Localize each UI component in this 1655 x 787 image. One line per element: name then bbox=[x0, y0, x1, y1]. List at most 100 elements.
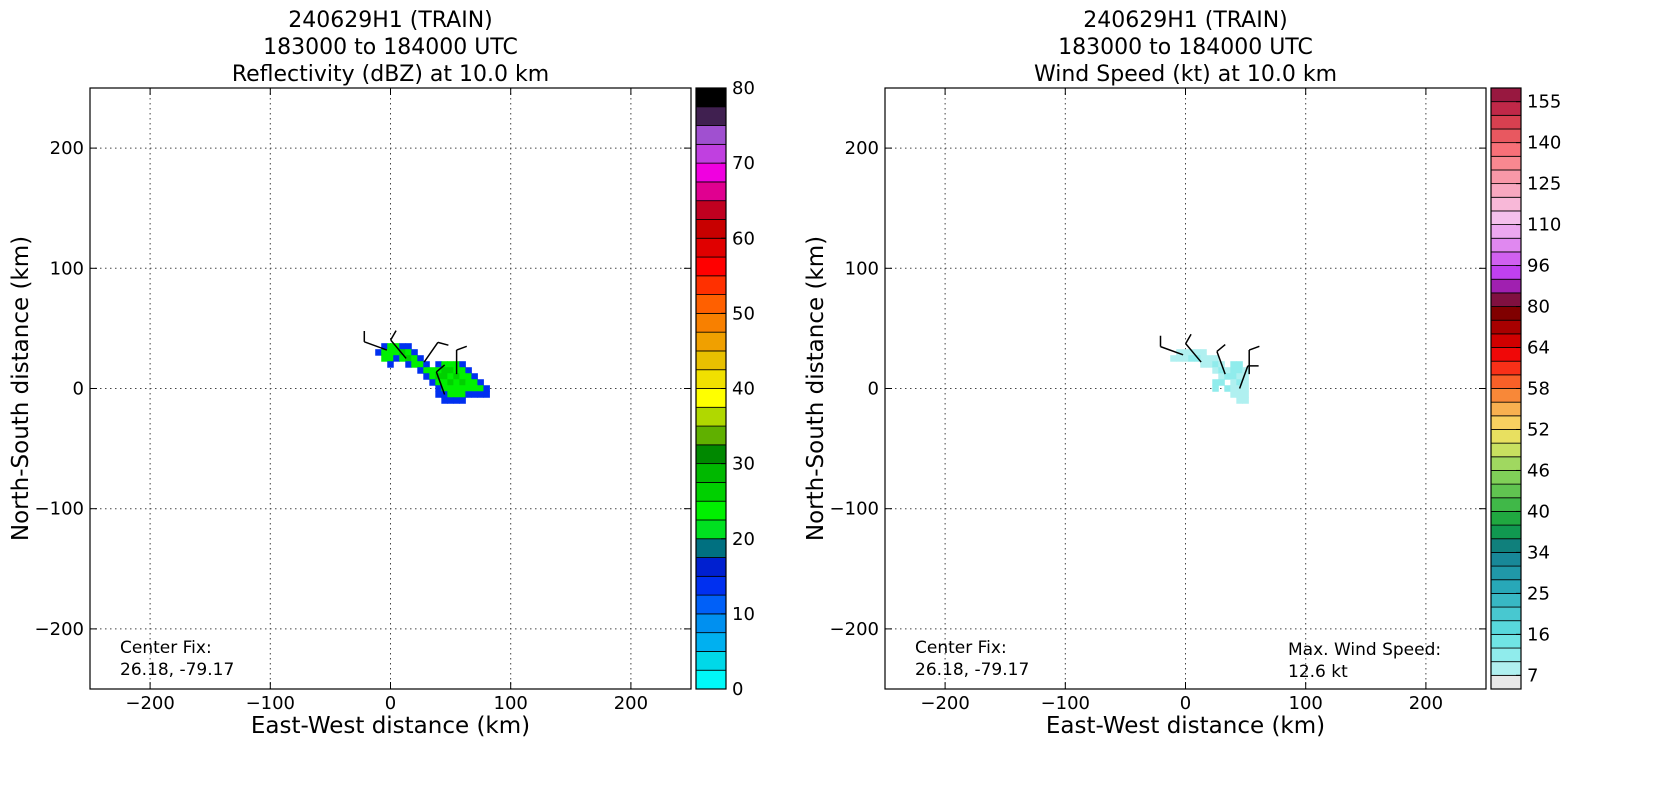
colorbar-box bbox=[695, 500, 727, 521]
echo-cell bbox=[435, 361, 442, 368]
wind-barb bbox=[1185, 333, 1202, 363]
annotation: Max. Wind Speed: bbox=[1288, 640, 1441, 660]
echo-cell bbox=[453, 385, 460, 392]
y-axis-label: North-South distance (km) bbox=[803, 236, 829, 541]
echo-cell bbox=[1236, 361, 1243, 368]
colorbar-box bbox=[1490, 401, 1522, 417]
echo-cell bbox=[381, 343, 388, 350]
colorbar-box bbox=[1490, 388, 1522, 403]
colorbar-tick-label: 10 bbox=[732, 604, 755, 625]
echo-cell bbox=[471, 379, 478, 386]
echo-cell bbox=[1242, 391, 1249, 398]
echo-cell bbox=[1200, 349, 1207, 356]
x-tick-label: −200 bbox=[920, 693, 969, 714]
echo-cell bbox=[441, 361, 448, 368]
echo-cell bbox=[459, 361, 466, 368]
colorbar-box bbox=[1490, 456, 1522, 471]
echo-cell bbox=[483, 385, 490, 392]
colorbar-tick-label: 34 bbox=[1527, 542, 1550, 563]
echo-cell bbox=[441, 397, 448, 404]
colorbar-tick-label: 20 bbox=[732, 529, 755, 550]
colorbar-tick-label: 64 bbox=[1527, 338, 1550, 359]
echo-cell bbox=[1236, 367, 1243, 374]
colorbar-tick-label: 30 bbox=[732, 454, 755, 475]
colorbar-tick-label: 60 bbox=[732, 228, 755, 249]
colorbar-box bbox=[1490, 237, 1522, 253]
colorbar-box bbox=[695, 425, 727, 446]
colorbar-box bbox=[695, 125, 727, 145]
wind-barb bbox=[1159, 335, 1184, 356]
colorbar-box bbox=[695, 350, 727, 371]
colorbar-box bbox=[695, 275, 727, 295]
echo-cell bbox=[1188, 355, 1195, 362]
echo-cell bbox=[393, 355, 400, 362]
colorbar-box bbox=[695, 557, 727, 577]
wind-barb bbox=[435, 364, 446, 395]
x-tick-label: −100 bbox=[246, 693, 295, 714]
echo-cell bbox=[1242, 397, 1249, 404]
colorbar-box bbox=[1490, 538, 1522, 553]
echo-cell bbox=[1236, 373, 1243, 380]
colorbar-box bbox=[695, 181, 727, 202]
echo-cell bbox=[477, 379, 484, 386]
colorbar-tick-label: 52 bbox=[1527, 419, 1550, 440]
echo-cell bbox=[447, 391, 454, 398]
echo-cell bbox=[441, 385, 448, 392]
chart-title: 240629H1 (TRAIN) bbox=[1083, 8, 1288, 33]
echo-cell bbox=[453, 391, 460, 398]
echo-cell bbox=[1236, 391, 1243, 398]
annotation: 12.6 kt bbox=[1288, 662, 1348, 682]
echo-cell bbox=[1212, 385, 1219, 392]
colorbar-tick-label: 7 bbox=[1527, 665, 1538, 686]
annotation: 26.18, -79.17 bbox=[120, 660, 234, 680]
wind-barb bbox=[1248, 345, 1260, 375]
colorbar-box bbox=[695, 519, 727, 540]
x-tick-label: 200 bbox=[1409, 693, 1443, 714]
echo-cell bbox=[459, 397, 466, 404]
echo-cell bbox=[471, 373, 478, 380]
annotation: Center Fix: bbox=[915, 638, 1007, 658]
echo-cell bbox=[1212, 367, 1219, 374]
echo-cell bbox=[1230, 385, 1237, 392]
echo-cell bbox=[447, 361, 454, 368]
echo-cell bbox=[1224, 373, 1231, 380]
colorbar-tick-label: 70 bbox=[732, 153, 755, 174]
colorbar-box bbox=[1490, 87, 1522, 103]
x-tick-label: 100 bbox=[1289, 693, 1323, 714]
x-axis-label: East-West distance (km) bbox=[251, 713, 530, 739]
colorbar-tick-label: 50 bbox=[732, 303, 755, 324]
colorbar-box bbox=[1490, 224, 1522, 239]
echo-cell bbox=[441, 373, 448, 380]
colorbar-box bbox=[695, 406, 727, 427]
echo-cell bbox=[399, 355, 406, 362]
y-tick-label: 0 bbox=[73, 379, 84, 400]
colorbar-box bbox=[1490, 101, 1522, 116]
colorbar-box bbox=[695, 312, 727, 333]
x-tick-label: 100 bbox=[494, 693, 528, 714]
chart-title: 240629H1 (TRAIN) bbox=[288, 8, 493, 33]
echo-cell bbox=[1206, 361, 1213, 368]
y-tick-label: −200 bbox=[830, 619, 879, 640]
echo-cell bbox=[405, 343, 412, 350]
echo-cell bbox=[1194, 349, 1201, 356]
echo-cell bbox=[459, 367, 466, 374]
echo-cell bbox=[423, 367, 430, 374]
echo-cell bbox=[447, 397, 454, 404]
colorbar-tick-label: 125 bbox=[1527, 174, 1561, 195]
echo-cell bbox=[453, 379, 460, 386]
chart-title: Reflectivity (dBZ) at 10.0 km bbox=[232, 62, 549, 87]
echo-cell bbox=[387, 343, 394, 350]
x-tick-label: −100 bbox=[1041, 693, 1090, 714]
echo-cell bbox=[1176, 349, 1183, 356]
echo-cell bbox=[1218, 367, 1225, 374]
colorbar-box bbox=[1490, 524, 1522, 540]
echo-cell bbox=[1230, 379, 1237, 386]
colorbar-box bbox=[695, 575, 727, 596]
echo-cell bbox=[1236, 379, 1243, 386]
echo-cell bbox=[435, 391, 442, 398]
colorbar-box bbox=[695, 388, 727, 408]
colorbar-box bbox=[1490, 360, 1522, 376]
colorbar-tick-label: 110 bbox=[1527, 215, 1561, 236]
y-tick-label: −100 bbox=[35, 499, 84, 520]
